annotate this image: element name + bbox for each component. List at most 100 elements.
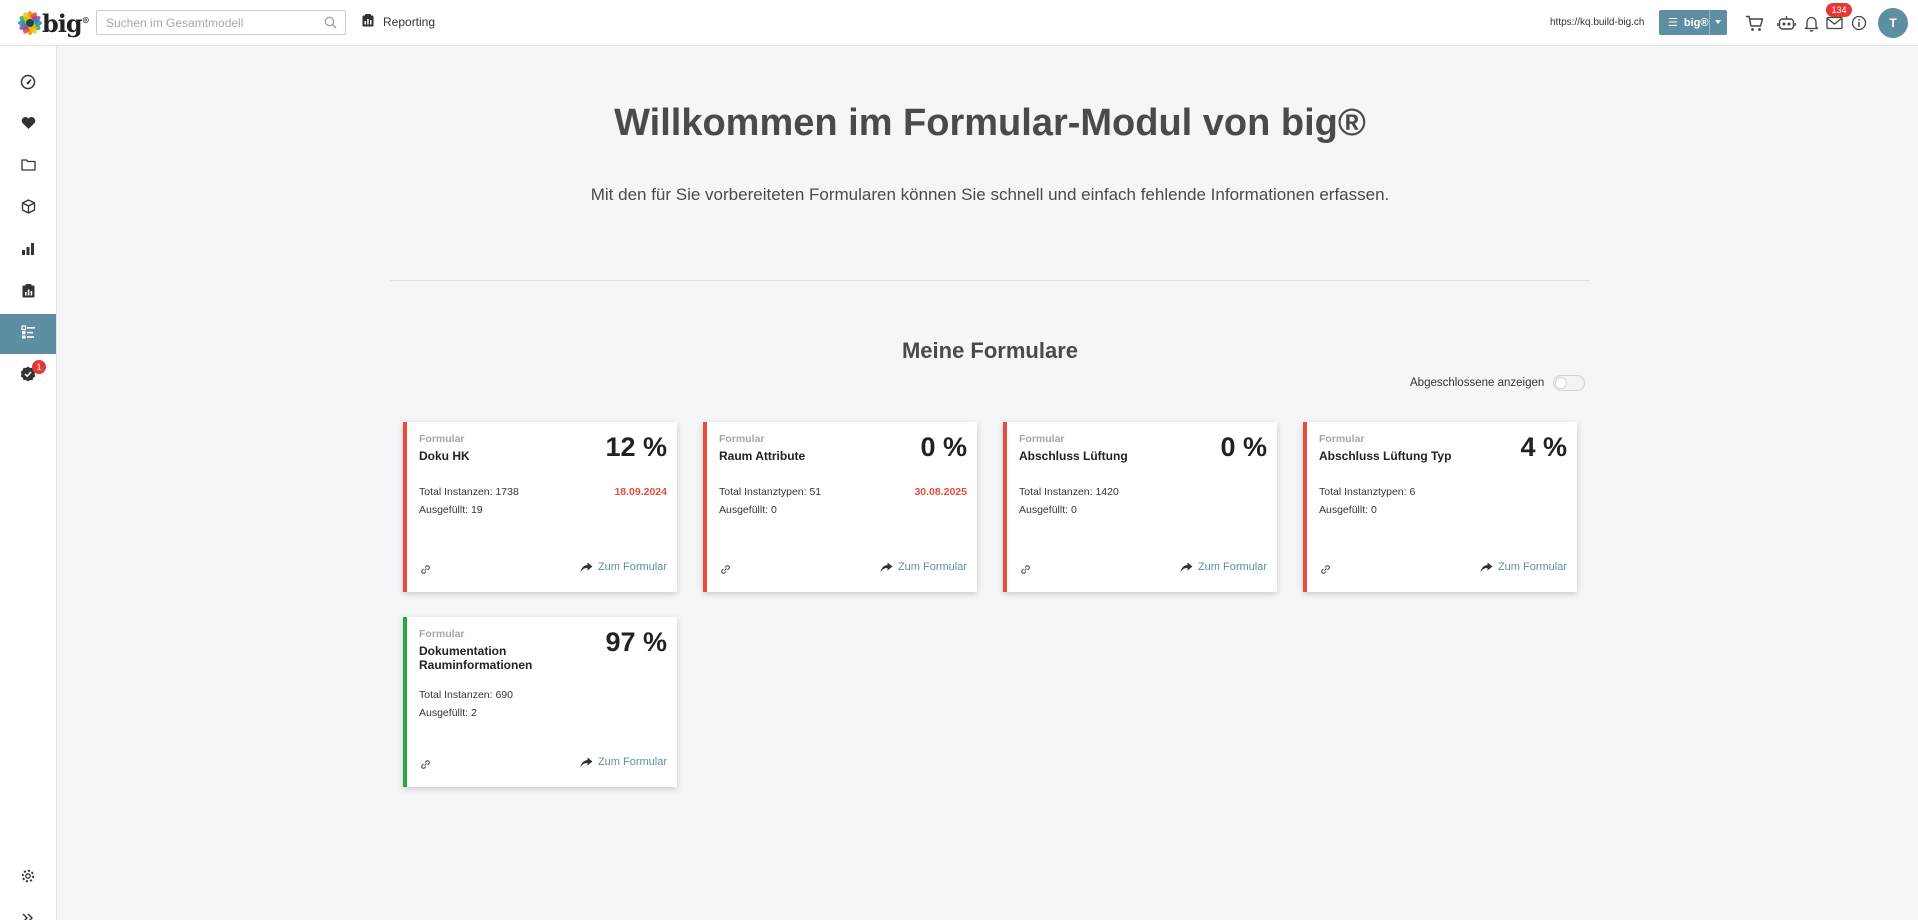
sidebar-item-settings[interactable] bbox=[0, 858, 56, 898]
show-completed-toggle-group: Abgeschlossene anzeigen bbox=[1410, 375, 1586, 391]
card-total: Total Instanzen: 1420 bbox=[1019, 486, 1119, 498]
open-form-link[interactable]: Zum Formular bbox=[580, 756, 667, 768]
link-icon[interactable] bbox=[1320, 562, 1331, 580]
form-card[interactable]: Formular Abschluss Lüftung 0 % Total Ins… bbox=[1003, 422, 1277, 592]
settings-icon bbox=[21, 869, 35, 888]
tasks-badge: 1 bbox=[32, 360, 46, 374]
card-percent: 97 % bbox=[605, 627, 667, 657]
sidebar-item-tasks[interactable]: 1 bbox=[0, 356, 56, 396]
bar-chart-icon bbox=[21, 242, 35, 260]
section-title: Meine Formulare bbox=[901, 338, 1079, 363]
report-icon bbox=[22, 283, 35, 303]
card-total: Total Instanzen: 1738 bbox=[419, 486, 519, 498]
folder-icon bbox=[20, 158, 36, 176]
sidebar-item-forms[interactable] bbox=[0, 314, 56, 354]
sidebar-expand[interactable] bbox=[0, 899, 56, 920]
user-avatar[interactable]: T bbox=[1878, 8, 1908, 38]
share-arrow-icon bbox=[880, 562, 893, 572]
card-percent: 0 % bbox=[1220, 432, 1267, 462]
menu-icon: ☰ bbox=[1668, 17, 1678, 29]
mail-count-badge: 134 bbox=[1826, 3, 1852, 17]
sidebar-item-favorites[interactable] bbox=[0, 105, 56, 145]
form-card[interactable]: Formular Doku HK 12 % Total Instanzen: 1… bbox=[403, 422, 677, 592]
link-icon[interactable] bbox=[1020, 562, 1031, 580]
search-input[interactable] bbox=[97, 15, 317, 30]
card-total: Total Instanztypen: 6 bbox=[1319, 486, 1416, 498]
show-completed-toggle[interactable] bbox=[1553, 375, 1586, 391]
dashboard-icon bbox=[20, 74, 36, 95]
card-kind: Formular bbox=[1319, 433, 1365, 445]
caret-down-icon[interactable] bbox=[1715, 20, 1721, 24]
card-name: Doku HK bbox=[419, 449, 470, 463]
sidebar-item-model[interactable] bbox=[0, 189, 56, 229]
clipboard-chart-icon bbox=[362, 14, 374, 30]
toggle-knob bbox=[1555, 377, 1568, 389]
reporting-label: Reporting bbox=[383, 15, 436, 29]
info-icon[interactable] bbox=[1849, 13, 1869, 33]
link-icon[interactable] bbox=[420, 757, 431, 775]
card-name: Abschluss Lüftung Typ bbox=[1319, 449, 1452, 463]
search-box bbox=[96, 10, 346, 35]
card-filled: Ausgefüllt: 0 bbox=[1319, 504, 1377, 516]
share-arrow-icon bbox=[1480, 562, 1493, 572]
card-percent: 12 % bbox=[605, 432, 667, 462]
page-title: Willkommen im Formular-Modul von big® bbox=[614, 102, 1366, 144]
card-percent: 4 % bbox=[1520, 432, 1567, 462]
bell-icon[interactable] bbox=[1801, 13, 1821, 33]
card-due-date: 18.09.2024 bbox=[614, 486, 667, 498]
button-separator bbox=[1709, 10, 1710, 35]
sidebar: 1 bbox=[0, 46, 57, 920]
cube-icon bbox=[21, 199, 36, 219]
open-form-link[interactable]: Zum Formular bbox=[880, 561, 967, 573]
reporting-link[interactable]: Reporting bbox=[362, 14, 435, 30]
top-bar: big® Reporting https://kq.build-big.ch ☰… bbox=[0, 0, 1918, 46]
form-card[interactable]: Formular Dokumentation Rauminformationen… bbox=[403, 617, 677, 787]
open-form-link[interactable]: Zum Formular bbox=[1480, 561, 1567, 573]
link-icon[interactable] bbox=[420, 562, 431, 580]
card-filled: Ausgefüllt: 0 bbox=[719, 504, 777, 516]
form-card[interactable]: Formular Raum Attribute 0 % Total Instan… bbox=[703, 422, 977, 592]
mail-icon[interactable] bbox=[1824, 13, 1844, 33]
expand-icon bbox=[22, 910, 34, 920]
card-kind: Formular bbox=[419, 628, 465, 640]
sidebar-item-documents[interactable] bbox=[0, 147, 56, 187]
card-name: Dokumentation Rauminformationen bbox=[419, 644, 533, 672]
page-subtitle: Mit den für Sie vorbereiteten Formularen… bbox=[590, 185, 1390, 204]
card-due-date: 30.08.2025 bbox=[914, 486, 967, 498]
cart-icon[interactable] bbox=[1744, 13, 1764, 33]
share-arrow-icon bbox=[580, 757, 593, 767]
project-switcher-label: big® bbox=[1683, 16, 1709, 29]
open-form-link[interactable]: Zum Formular bbox=[1180, 561, 1267, 573]
link-icon[interactable] bbox=[720, 562, 731, 580]
share-arrow-icon bbox=[580, 562, 593, 572]
section-divider bbox=[390, 280, 1590, 281]
card-kind: Formular bbox=[1019, 433, 1065, 445]
forms-icon bbox=[20, 324, 36, 344]
share-arrow-icon bbox=[1180, 562, 1193, 572]
logo[interactable]: big® bbox=[14, 6, 90, 40]
card-name: Raum Attribute bbox=[719, 449, 806, 463]
card-name: Abschluss Lüftung bbox=[1019, 449, 1128, 463]
heart-icon bbox=[21, 116, 36, 135]
sidebar-item-statistics[interactable] bbox=[0, 231, 56, 271]
robot-icon[interactable] bbox=[1776, 13, 1796, 33]
card-filled: Ausgefüllt: 2 bbox=[419, 707, 477, 719]
logo-text: big® bbox=[42, 8, 90, 38]
show-completed-label: Abgeschlossene anzeigen bbox=[1410, 377, 1545, 389]
card-filled: Ausgefüllt: 0 bbox=[1019, 504, 1077, 516]
logo-flower-icon bbox=[14, 7, 46, 39]
badge-check-icon bbox=[20, 366, 36, 387]
open-form-link[interactable]: Zum Formular bbox=[580, 561, 667, 573]
sidebar-item-dashboard[interactable] bbox=[0, 64, 56, 104]
search-icon[interactable] bbox=[324, 16, 337, 34]
project-switcher-button[interactable]: ☰ big® bbox=[1659, 10, 1727, 35]
form-card[interactable]: Formular Abschluss Lüftung Typ 4 % Total… bbox=[1303, 422, 1577, 592]
card-kind: Formular bbox=[719, 433, 765, 445]
card-total: Total Instanztypen: 51 bbox=[719, 486, 822, 498]
sidebar-item-reporting[interactable] bbox=[0, 273, 56, 313]
card-kind: Formular bbox=[419, 433, 465, 445]
card-percent: 0 % bbox=[920, 432, 967, 462]
card-filled: Ausgefüllt: 19 bbox=[419, 504, 483, 516]
card-total: Total Instanzen: 690 bbox=[419, 689, 513, 701]
instance-url: https://kq.build-big.ch bbox=[1550, 17, 1645, 28]
